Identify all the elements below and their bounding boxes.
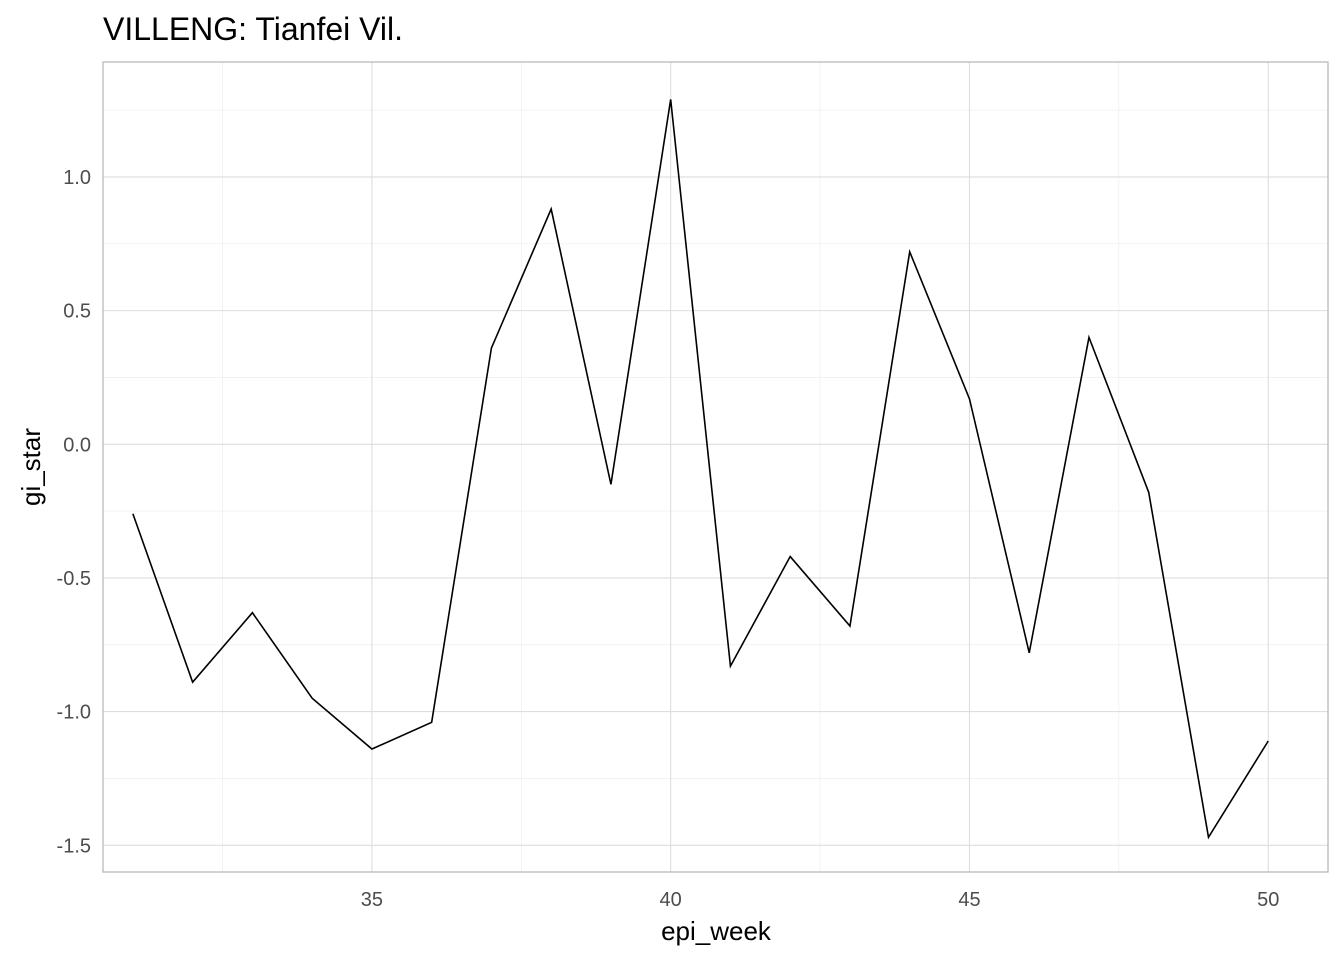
y-tick-label: 0.0: [63, 434, 91, 456]
x-tick-label: 50: [1257, 889, 1279, 911]
x-tick-label: 35: [361, 889, 383, 911]
y-tick-label: -1.5: [57, 835, 91, 857]
y-axis-title: gi_star: [16, 428, 46, 506]
x-axis-title: epi_week: [661, 916, 772, 946]
y-tick-label: 0.5: [63, 301, 91, 323]
series-layer: [132, 99, 1269, 840]
y-tick-label: 1.0: [63, 167, 91, 189]
major-gridlines: [103, 62, 1328, 872]
x-axis-ticks: 35 40 45 50: [361, 889, 1280, 911]
series-line: [132, 99, 1269, 840]
x-tick-label: 45: [958, 889, 980, 911]
x-tick-label: 40: [660, 889, 682, 911]
plot-panel-border: [102, 61, 1329, 873]
y-tick-label: -1.0: [57, 702, 91, 724]
chart-title: VILLENG: Tianfei Vil.: [103, 11, 403, 47]
y-axis-ticks: -1.5 -1.0 -0.5 0.0 0.5 1.0: [57, 167, 91, 857]
y-tick-label: -0.5: [57, 568, 91, 590]
minor-gridlines: [103, 62, 1328, 872]
